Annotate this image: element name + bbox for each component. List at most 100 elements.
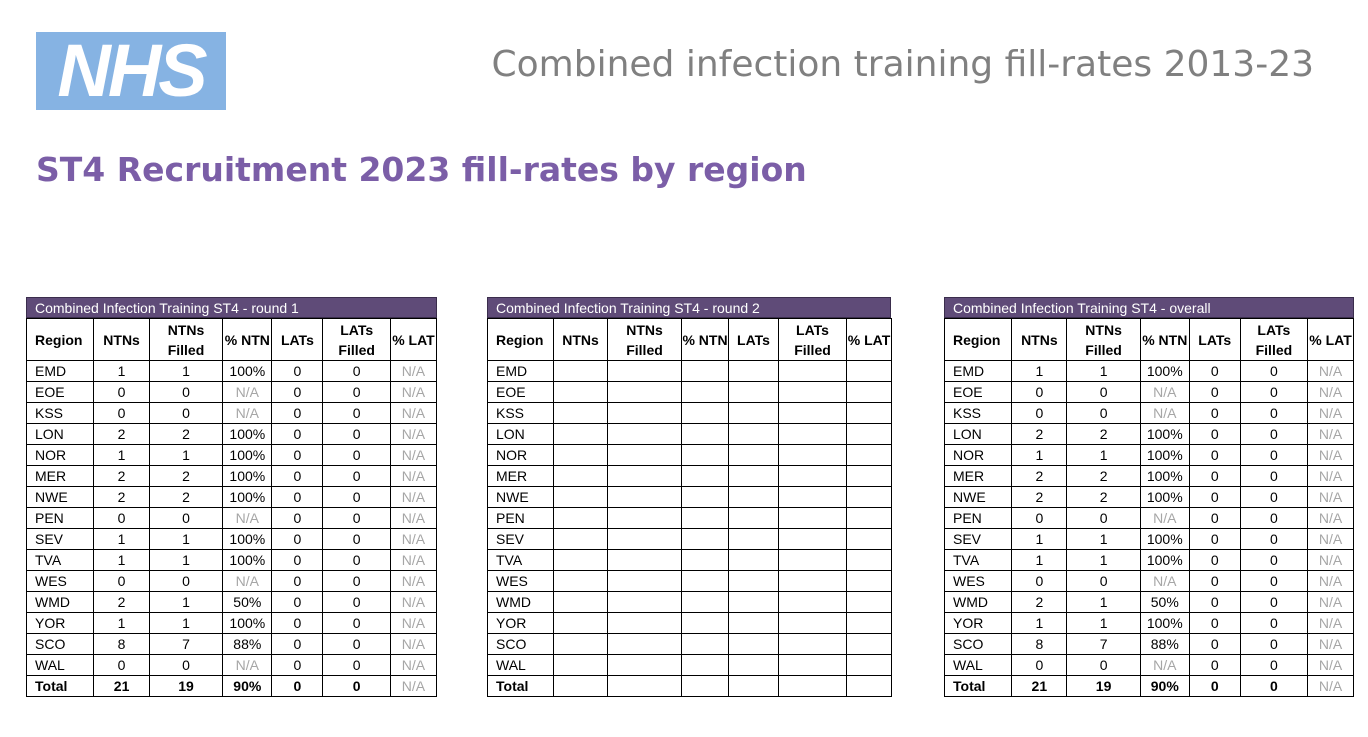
table-cell: 2	[1011, 486, 1068, 508]
table-cell: 0	[1011, 507, 1068, 529]
table-cell: 0	[1188, 528, 1241, 550]
table-cell: 0	[1066, 654, 1141, 676]
table-cell: N/A	[389, 486, 438, 508]
table-cell: TVA	[487, 549, 554, 571]
total-cell: N/A	[389, 675, 438, 697]
table-cell: 100%	[222, 612, 273, 634]
table-cell	[728, 486, 779, 508]
column-header: Region	[487, 318, 554, 361]
table-cell	[607, 654, 682, 676]
table-cell: 100%	[1139, 423, 1190, 445]
table-row: SEV 1 1 100% 0 0 N/A	[943, 528, 1354, 550]
table-cell: 0	[93, 402, 150, 424]
table-cell: N/A	[389, 444, 438, 466]
table-row: WMD 2 1 50% 0 0 N/A	[943, 591, 1354, 613]
table-cell: N/A	[1307, 633, 1354, 655]
table-cell	[778, 507, 847, 529]
table-cell: 0	[1188, 360, 1241, 382]
table-cell: 1	[1066, 591, 1141, 613]
table-row: WMD	[487, 591, 892, 613]
table-cell: 2	[148, 465, 224, 487]
table-cell	[846, 591, 892, 613]
table-cell	[607, 444, 682, 466]
table-cell	[553, 507, 608, 529]
table-caption: Combined Infection Training ST4 - round …	[487, 297, 891, 318]
column-header: % NTN	[681, 318, 729, 361]
table-cell: N/A	[1307, 402, 1354, 424]
table-cell: TVA	[25, 549, 95, 571]
table-cell: WES	[943, 570, 1013, 592]
table-cell: 0	[1188, 402, 1241, 424]
table-cell: NWE	[25, 486, 95, 508]
table-row: NWE	[487, 486, 892, 508]
table-cell: 0	[1188, 381, 1241, 403]
table-cell: N/A	[389, 402, 438, 424]
table-cell: N/A	[389, 570, 438, 592]
table-cell: 1	[148, 528, 224, 550]
table-cell: 0	[322, 360, 391, 382]
table-cell: 0	[1188, 507, 1241, 529]
table-cell: 0	[322, 381, 391, 403]
table-cell	[553, 633, 608, 655]
table-cell	[728, 402, 779, 424]
table-cell: KSS	[943, 402, 1013, 424]
table-cell: N/A	[389, 423, 438, 445]
table-row: WES 0 0 N/A 0 0 N/A	[943, 570, 1354, 592]
table-cell: 0	[1066, 402, 1141, 424]
table-cell	[778, 654, 847, 676]
table-cell: 2	[93, 423, 150, 445]
table-cell: 0	[1239, 612, 1309, 634]
table-cell: 7	[1066, 633, 1141, 655]
table-cell: 0	[1011, 402, 1068, 424]
table-cell	[553, 528, 608, 550]
table-cell	[778, 360, 847, 382]
table-cell: 0	[322, 465, 391, 487]
table-cell	[553, 654, 608, 676]
table-cell: N/A	[1307, 423, 1354, 445]
table-cell: 0	[322, 549, 391, 571]
column-header: % LAT	[389, 318, 438, 361]
table-cell: 1	[1066, 612, 1141, 634]
table-cell	[846, 360, 892, 382]
table-row: WES	[487, 570, 892, 592]
table-cell: N/A	[1307, 612, 1354, 634]
column-header: LATs	[728, 318, 779, 361]
table-cell: 0	[1188, 465, 1241, 487]
table-cell	[681, 507, 729, 529]
column-header: % LAT	[846, 318, 892, 361]
table-cell: N/A	[1307, 444, 1354, 466]
table-cell	[846, 465, 892, 487]
table-row: LON 2 2 100% 0 0 N/A	[943, 423, 1354, 445]
table-cell: 0	[1239, 381, 1309, 403]
table-cell: 50%	[1139, 591, 1190, 613]
table-cell	[846, 507, 892, 529]
table-cell: N/A	[222, 402, 273, 424]
table-cell: WAL	[943, 654, 1013, 676]
table-cell: 8	[1011, 633, 1068, 655]
table-row: WAL	[487, 654, 892, 676]
table-cell: 100%	[222, 360, 273, 382]
table-header-row: Region NTNs NTNs Filled% NTN LATs LATs Fille…	[25, 318, 438, 361]
table-cell: 0	[271, 465, 324, 487]
table-cell: N/A	[1307, 654, 1354, 676]
table-cell	[607, 528, 682, 550]
table-row: PEN 0 0 N/A 0 0 N/A	[25, 507, 438, 529]
nhs-logo-text: NHS	[57, 29, 207, 112]
total-cell: Total	[943, 675, 1013, 697]
table-cell: SCO	[943, 633, 1013, 655]
table-row: YOR	[487, 612, 892, 634]
table-cell: WMD	[487, 591, 554, 613]
table-cell: WAL	[487, 654, 554, 676]
table-cell	[846, 381, 892, 403]
table-cell: 0	[148, 381, 224, 403]
table-cell	[728, 570, 779, 592]
table-row: MER 2 2 100% 0 0 N/A	[25, 465, 438, 487]
column-header: Region	[943, 318, 1013, 361]
table-row: PEN 0 0 N/A 0 0 N/A	[943, 507, 1354, 529]
table-cell: NWE	[943, 486, 1013, 508]
table-cell	[778, 633, 847, 655]
column-header: % NTN	[1139, 318, 1190, 361]
table-cell: YOR	[25, 612, 95, 634]
table-cell: 1	[1011, 444, 1068, 466]
table-cell	[553, 549, 608, 571]
